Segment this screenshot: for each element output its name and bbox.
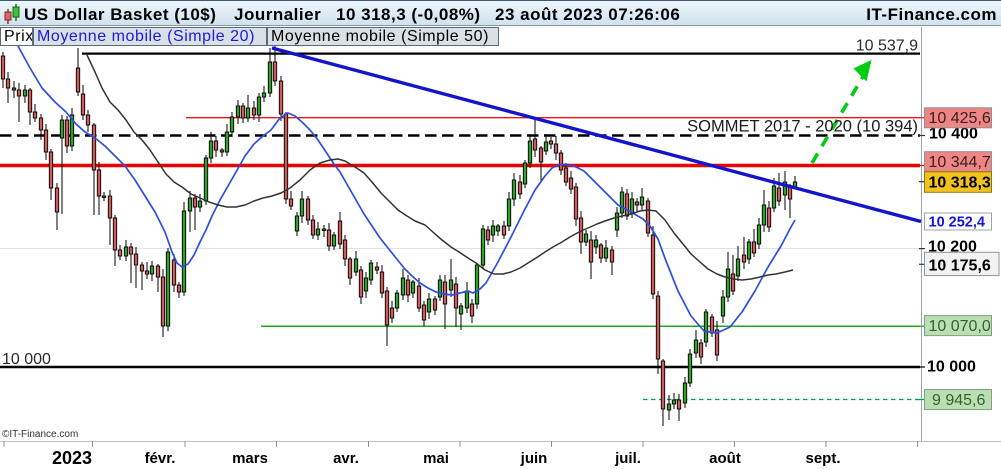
svg-text:©IT-Finance.com: ©IT-Finance.com	[2, 429, 78, 440]
svg-text:sept.: sept.	[805, 450, 840, 467]
svg-text:mars: mars	[232, 450, 268, 467]
svg-text:avr.: avr.	[333, 450, 359, 467]
svg-text:10 252,4: 10 252,4	[929, 215, 985, 231]
svg-text:10 318,3: 10 318,3	[929, 175, 991, 192]
svg-text:févr.: févr.	[145, 450, 176, 467]
svg-text:10 070,0: 10 070,0	[929, 318, 991, 335]
svg-text:mai: mai	[423, 450, 449, 467]
svg-text:10 400: 10 400	[929, 126, 978, 143]
svg-text:10 175,6: 10 175,6	[929, 257, 991, 274]
svg-text:10 537,9: 10 537,9	[856, 38, 918, 55]
svg-text:juin: juin	[520, 450, 548, 467]
svg-text:2023: 2023	[52, 448, 92, 468]
svg-text:10 200: 10 200	[928, 239, 977, 256]
svg-text:août: août	[709, 450, 741, 467]
svg-text:10 344,7: 10 344,7	[929, 154, 991, 171]
svg-text:SOMMET 2017 - 2020 (10 394): SOMMET 2017 - 2020 (10 394)	[687, 118, 918, 136]
svg-text:9 945,6: 9 945,6	[932, 392, 985, 409]
svg-text:10 425,6: 10 425,6	[929, 110, 991, 127]
svg-text:10 000: 10 000	[927, 358, 976, 375]
svg-text:juil.: juil.	[614, 450, 641, 467]
svg-text:10 000: 10 000	[2, 351, 51, 368]
